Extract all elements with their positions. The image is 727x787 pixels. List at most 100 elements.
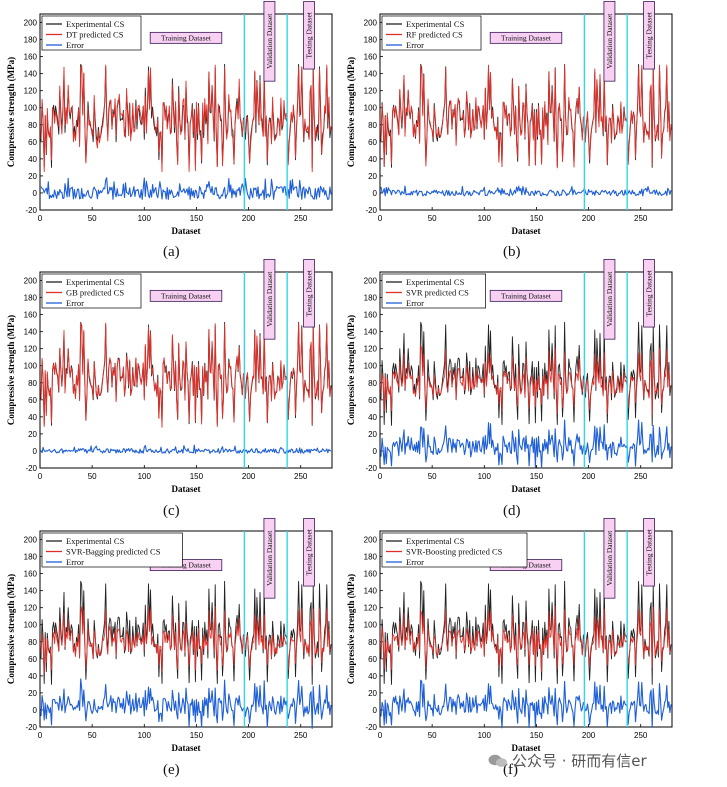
y-tick-label: 160 <box>24 53 38 62</box>
x-tick-label: 200 <box>242 731 256 740</box>
x-tick-label: 150 <box>190 472 204 481</box>
x-tick-label: 50 <box>88 214 97 223</box>
x-tick-label: 200 <box>582 214 596 223</box>
legend-entry: Experimental CS <box>406 277 465 287</box>
plot-frame <box>39 13 333 211</box>
validation-dataset-label: Validation Dataset <box>263 258 276 340</box>
svg-text:Validation Dataset: Validation Dataset <box>605 13 614 69</box>
y-tick-label: 140 <box>24 70 38 79</box>
svg-text:Validation Dataset: Validation Dataset <box>265 530 274 586</box>
training-dataset-label: Training Dataset <box>149 31 223 44</box>
legend-entry: DT predicted CS <box>66 30 124 40</box>
x-tick-label: 250 <box>634 731 648 740</box>
y-tick-label: 40 <box>368 155 377 164</box>
svg-text:Testing Dataset: Testing Dataset <box>305 269 314 316</box>
x-tick-label: 150 <box>530 731 544 740</box>
svg-text:Validation Dataset: Validation Dataset <box>265 271 274 327</box>
y-tick-label: 200 <box>364 19 378 28</box>
x-tick-label: 250 <box>634 214 648 223</box>
y-tick-label: 140 <box>364 328 378 337</box>
plot-frame <box>39 530 333 728</box>
svg-text:Validation Dataset: Validation Dataset <box>605 530 614 586</box>
predicted-series-line <box>380 64 672 169</box>
legend-entry: SVR-Boosting predicted CS <box>406 547 503 557</box>
plot-frame <box>379 13 673 211</box>
svg-text:Testing Dataset: Testing Dataset <box>305 528 314 575</box>
training-dataset-label: Training Dataset <box>489 289 563 302</box>
x-axis-label: Dataset <box>512 226 541 236</box>
chart-panel-a: -20 0 20 40 60 80 100 120 140 160 180 200 0 50 100 150 2… <box>0 0 335 243</box>
y-tick-label: 60 <box>368 138 377 147</box>
y-tick-label: 60 <box>28 655 37 664</box>
x-tick-label: 100 <box>478 731 492 740</box>
predicted-series-line <box>380 605 672 673</box>
y-tick-label: -20 <box>25 206 37 215</box>
validation-dataset-label: Validation Dataset <box>603 0 616 82</box>
svg-text:Testing Dataset: Testing Dataset <box>645 528 654 575</box>
x-tick-label: 0 <box>378 731 383 740</box>
y-tick-label: 0 <box>373 706 378 715</box>
y-tick-label: 160 <box>364 53 378 62</box>
x-tick-label: 0 <box>38 472 43 481</box>
y-axis-label: Compressive strength (MPa) <box>6 57 16 167</box>
legend-entry: SVR-Bagging predicted CS <box>66 547 161 557</box>
y-tick-label: -20 <box>365 206 377 215</box>
chart-panel-f: -20 0 20 40 60 80 100 120 140 160 180 200 0 50 100 150 2… <box>340 517 675 760</box>
y-tick-label: 100 <box>364 362 378 371</box>
y-axis-label: Compressive strength (MPa) <box>6 315 16 425</box>
svg-text:Training Dataset: Training Dataset <box>161 561 212 570</box>
y-tick-label: 40 <box>368 672 377 681</box>
x-tick-label: 200 <box>582 731 596 740</box>
legend-entry: Error <box>66 298 84 308</box>
testing-dataset-label: Testing Dataset <box>303 1 315 70</box>
error-series-line <box>380 419 672 469</box>
predicted-series-line <box>40 64 332 173</box>
predicted-series-line <box>40 322 332 428</box>
svg-text:Validation Dataset: Validation Dataset <box>605 271 614 327</box>
training-dataset-label: Training Dataset <box>489 31 563 44</box>
y-tick-label: 200 <box>364 536 378 545</box>
x-axis-label: Dataset <box>172 226 201 236</box>
x-tick-label: 100 <box>138 214 152 223</box>
testing-dataset-label: Testing Dataset <box>303 259 315 328</box>
x-tick-label: 150 <box>190 214 204 223</box>
testing-dataset-label: Testing Dataset <box>643 1 655 70</box>
y-tick-label: 180 <box>364 36 378 45</box>
x-tick-label: 0 <box>378 472 383 481</box>
x-axis-label: Dataset <box>512 743 541 753</box>
testing-dataset-label: Testing Dataset <box>643 518 655 587</box>
y-tick-label: 0 <box>373 189 378 198</box>
y-tick-label: 180 <box>24 294 38 303</box>
y-tick-label: -20 <box>25 464 37 473</box>
y-tick-label: 20 <box>368 689 377 698</box>
y-axis-label: Compressive strength (MPa) <box>346 57 356 167</box>
x-tick-label: 250 <box>294 214 308 223</box>
x-axis-label: Dataset <box>172 743 201 753</box>
svg-text:Validation Dataset: Validation Dataset <box>265 13 274 69</box>
y-tick-label: 40 <box>28 155 37 164</box>
svg-text:Training Dataset: Training Dataset <box>501 291 552 300</box>
predicted-series-line <box>40 606 332 674</box>
y-tick-label: 160 <box>24 570 38 579</box>
y-tick-label: 20 <box>28 689 37 698</box>
y-tick-label: 180 <box>24 553 38 562</box>
y-tick-label: -20 <box>365 723 377 732</box>
legend-entry: SVR predicted CS <box>406 288 469 298</box>
y-tick-label: 180 <box>364 294 378 303</box>
legend-entry: Error <box>406 40 424 50</box>
x-tick-label: 200 <box>242 214 256 223</box>
y-tick-label: 180 <box>24 36 38 45</box>
legend-entry: GB predicted CS <box>66 288 124 298</box>
validation-dataset-label: Validation Dataset <box>263 517 276 599</box>
x-tick-label: 0 <box>38 731 43 740</box>
training-dataset-label: Training Dataset <box>149 289 223 302</box>
testing-dataset-label: Testing Dataset <box>643 259 655 328</box>
y-tick-label: 20 <box>28 430 37 439</box>
caption-f: (f) <box>503 762 518 778</box>
x-tick-label: 100 <box>478 472 492 481</box>
chart-panel-c: -20 0 20 40 60 80 100 120 140 160 180 200 0 50 100 150 2… <box>0 258 335 501</box>
